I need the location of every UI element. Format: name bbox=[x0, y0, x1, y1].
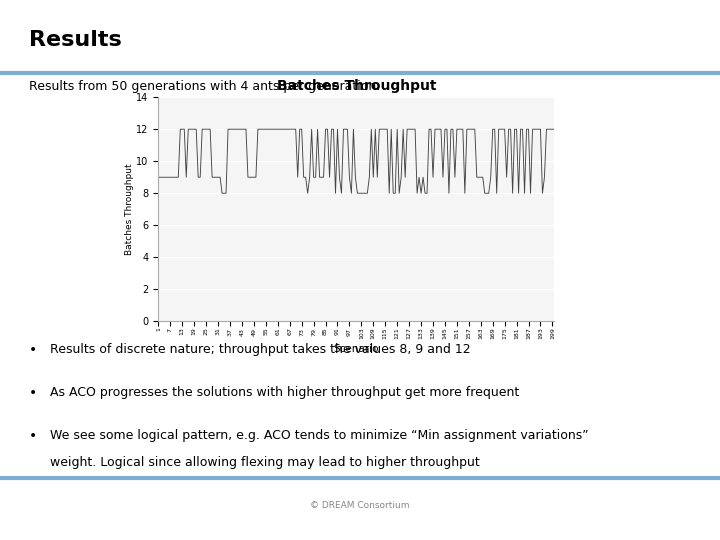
Y-axis label: Batches Throughput: Batches Throughput bbox=[125, 164, 133, 255]
Title: Batches Throughput: Batches Throughput bbox=[276, 79, 436, 93]
Text: •: • bbox=[29, 429, 37, 443]
Text: weight. Logical since allowing flexing may lead to higher throughput: weight. Logical since allowing flexing m… bbox=[50, 456, 480, 469]
Text: Results: Results bbox=[29, 30, 122, 51]
X-axis label: Scenario: Scenario bbox=[333, 343, 379, 354]
Text: Results from 50 generations with 4 ants per generation.: Results from 50 generations with 4 ants … bbox=[29, 80, 380, 93]
Text: Results of discrete nature; throughput takes the values 8, 9 and 12: Results of discrete nature; throughput t… bbox=[50, 343, 471, 356]
Text: © DREAM Consortium: © DREAM Consortium bbox=[310, 502, 410, 510]
Text: •: • bbox=[29, 386, 37, 400]
Text: As ACO progresses the solutions with higher throughput get more frequent: As ACO progresses the solutions with hig… bbox=[50, 386, 520, 399]
Text: •: • bbox=[29, 343, 37, 357]
Text: We see some logical pattern, e.g. ACO tends to minimize “Min assignment variatio: We see some logical pattern, e.g. ACO te… bbox=[50, 429, 589, 442]
